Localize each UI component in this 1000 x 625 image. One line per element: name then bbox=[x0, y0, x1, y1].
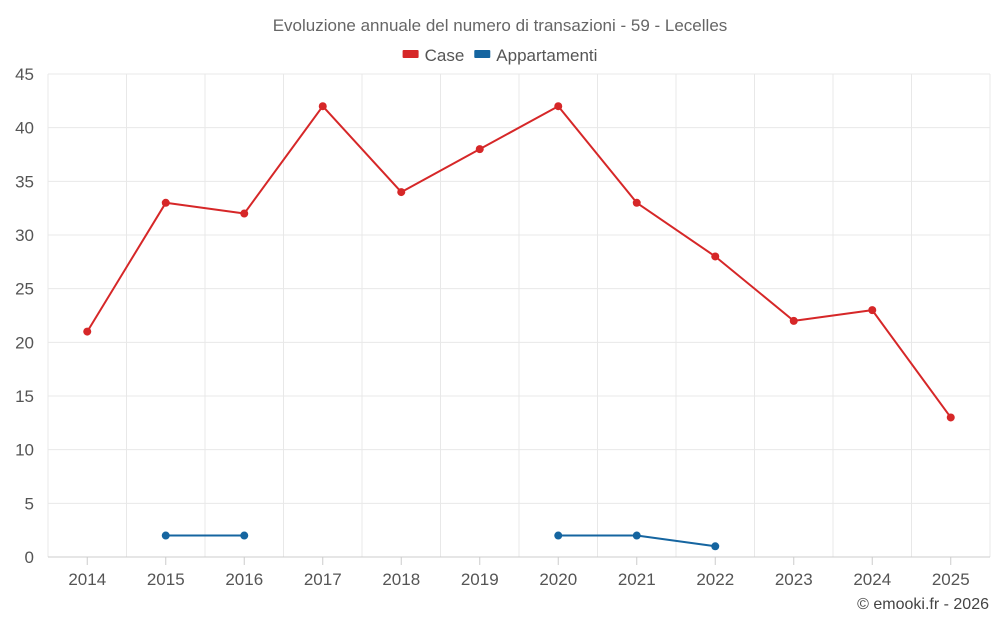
y-tick-label: 20 bbox=[15, 333, 34, 352]
legend: Case Appartamenti bbox=[402, 46, 597, 65]
data-point[interactable] bbox=[83, 327, 92, 336]
series-appartamenti bbox=[161, 531, 720, 551]
series-layer bbox=[83, 102, 955, 551]
data-point[interactable] bbox=[161, 198, 170, 207]
y-tick-label: 30 bbox=[15, 226, 34, 245]
legend-label: Case bbox=[425, 46, 465, 65]
y-tick-label: 35 bbox=[15, 172, 34, 191]
legend-item-case[interactable]: Case bbox=[402, 46, 465, 65]
x-tick-label: 2020 bbox=[539, 570, 577, 589]
x-tick-label: 2025 bbox=[932, 570, 970, 589]
legend-label: Appartamenti bbox=[496, 46, 597, 65]
data-point[interactable] bbox=[711, 542, 720, 551]
data-point[interactable] bbox=[240, 209, 249, 218]
data-point[interactable] bbox=[240, 531, 249, 540]
chart-title: Evoluzione annuale del numero di transaz… bbox=[273, 16, 728, 35]
data-point[interactable] bbox=[161, 531, 170, 540]
credit: © emooki.fr - 2026 bbox=[857, 596, 989, 613]
x-tick-label: 2018 bbox=[382, 570, 420, 589]
y-tick-label: 5 bbox=[25, 494, 34, 513]
grid bbox=[47, 73, 991, 557]
data-point[interactable] bbox=[397, 188, 406, 197]
x-tick-label: 2014 bbox=[68, 570, 106, 589]
x-tick-label: 2022 bbox=[696, 570, 734, 589]
x-tick-label: 2016 bbox=[225, 570, 263, 589]
y-tick-label: 10 bbox=[15, 441, 34, 460]
data-point[interactable] bbox=[318, 102, 327, 111]
y-tick-label: 15 bbox=[15, 387, 34, 406]
data-point[interactable] bbox=[475, 145, 484, 154]
data-point[interactable] bbox=[554, 102, 563, 111]
data-point[interactable] bbox=[789, 316, 798, 325]
y-tick-label: 40 bbox=[15, 119, 34, 138]
y-tick-label: 0 bbox=[25, 548, 34, 567]
data-point[interactable] bbox=[632, 198, 641, 207]
x-tick-label: 2024 bbox=[853, 570, 891, 589]
series-line bbox=[86, 105, 952, 419]
data-point[interactable] bbox=[868, 306, 877, 315]
x-tick-label: 2023 bbox=[775, 570, 813, 589]
x-tick-label: 2019 bbox=[461, 570, 499, 589]
series-case bbox=[83, 102, 955, 422]
x-tick-label: 2015 bbox=[147, 570, 185, 589]
legend-item-appartamenti[interactable]: Appartamenti bbox=[474, 46, 597, 65]
data-point[interactable] bbox=[711, 252, 720, 261]
y-tick-label: 25 bbox=[15, 280, 34, 299]
legend-swatch bbox=[402, 50, 419, 58]
legend-swatch bbox=[474, 50, 491, 58]
data-point[interactable] bbox=[946, 413, 955, 422]
y-tick-label: 45 bbox=[15, 65, 34, 84]
data-point[interactable] bbox=[554, 531, 563, 540]
x-tick-label: 2021 bbox=[618, 570, 656, 589]
data-point[interactable] bbox=[632, 531, 641, 540]
x-tick-label: 2017 bbox=[304, 570, 342, 589]
